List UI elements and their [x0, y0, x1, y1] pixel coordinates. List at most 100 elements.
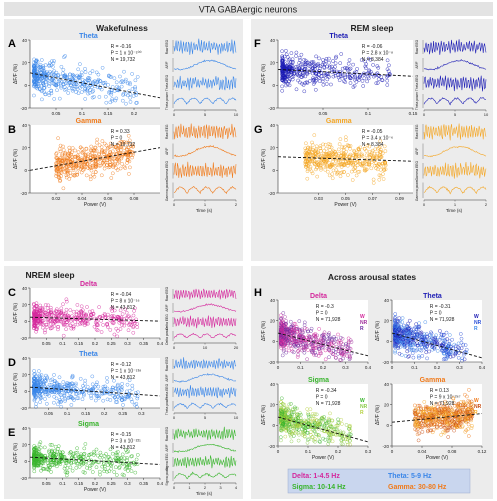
scatter-point: [316, 433, 321, 438]
scatter-point: [135, 396, 140, 401]
scatter-point: [301, 342, 305, 347]
scatter-point: [112, 332, 117, 337]
scatter-point: [453, 352, 458, 357]
scatter-point: [47, 319, 52, 323]
scatter-point: [307, 159, 312, 163]
scatter-point: [63, 312, 68, 316]
trace-line: [173, 75, 237, 91]
trace-line: [173, 385, 237, 399]
x-tick-label: 0.25: [107, 341, 116, 346]
scatter-point: [102, 166, 107, 171]
scatter-point: [100, 139, 105, 143]
scatter-point: [85, 384, 90, 389]
scatter-point: [65, 320, 69, 324]
scatter-point: [127, 159, 132, 164]
scatter-points: [32, 440, 140, 478]
scatter-point: [416, 354, 421, 359]
scatter-point: [350, 178, 355, 182]
scatter-point: [348, 81, 353, 85]
scatter-point: [98, 157, 102, 161]
scatter-point: [306, 151, 311, 156]
scatter-point: [305, 169, 310, 174]
scatter-point: [288, 319, 293, 324]
scatter-point: [120, 320, 125, 325]
scatter-point: [406, 326, 411, 331]
scatter-point: [46, 319, 51, 324]
scatter-point: [95, 323, 99, 328]
panel-letter-F: F: [254, 38, 261, 50]
scatter-point: [43, 310, 47, 315]
scatter-point: [379, 75, 384, 79]
scatter-point: [71, 168, 76, 172]
scatter-point: [310, 143, 315, 147]
scatter-point: [63, 470, 68, 474]
scatter-point: [279, 321, 283, 326]
scatter-point: [290, 412, 294, 417]
y-tick-label: -20: [268, 191, 275, 196]
scatter-point: [42, 90, 47, 95]
scatter-point: [283, 67, 288, 72]
scatter-point: [124, 77, 128, 82]
scatter-point: [344, 342, 348, 346]
scatter-point: [62, 158, 67, 163]
band-title: Delta: [310, 293, 327, 300]
scatter-point: [315, 165, 319, 169]
stat-line: R = -0.04: [111, 292, 132, 298]
scatter-point: [334, 152, 339, 157]
trace-line: [423, 145, 487, 158]
scatter-point: [85, 305, 89, 309]
scatter-point: [75, 87, 80, 91]
scatter-point: [448, 354, 453, 359]
scatter-point: [134, 317, 138, 322]
scatter-point: [318, 64, 323, 69]
scatter-point: [47, 393, 52, 398]
scatter-point: [47, 93, 52, 97]
scatter-point: [347, 58, 352, 62]
scatter-point: [327, 173, 332, 178]
scatter-point: [292, 327, 296, 332]
scatter-point: [345, 72, 350, 77]
scatter-point: [61, 67, 66, 72]
scatter-point: [343, 437, 348, 441]
y-axis-label: ΔF/F (%): [261, 321, 267, 341]
scatter-point: [39, 468, 43, 473]
scatter-point: [97, 460, 101, 465]
x-tick-label: 0.06: [104, 196, 113, 201]
scatter-point: [300, 330, 305, 335]
scatter-point: [393, 323, 398, 328]
scatter-point: [280, 84, 284, 89]
figure-title: VTA GABAergic neurons: [199, 5, 298, 15]
scatter-point: [82, 446, 87, 451]
scatter-point: [322, 415, 326, 419]
scatter-point: [84, 312, 89, 317]
scatter-point: [319, 166, 324, 170]
trace-line: [423, 161, 487, 179]
scatter-point: [308, 419, 313, 423]
scatter-point: [63, 74, 67, 78]
scatter-point: [97, 163, 102, 168]
scatter-point: [387, 63, 391, 68]
scatter-point: [309, 60, 314, 64]
scatter-point: [131, 330, 136, 335]
scatter-point: [68, 72, 72, 77]
scatter-point: [280, 68, 284, 73]
scatter-point: [429, 334, 434, 339]
scatter-point: [312, 80, 317, 85]
scatter-point: [95, 137, 100, 142]
scatter-point: [321, 436, 325, 441]
scatter-point: [327, 60, 331, 65]
scatter-point: [49, 322, 53, 327]
scatter-point: [312, 77, 316, 82]
scatter-point: [32, 397, 37, 401]
scatter-points: [32, 369, 140, 409]
scatter-point: [285, 73, 290, 78]
scatter-point: [39, 320, 43, 324]
scatter-point: [346, 173, 350, 177]
scatter-point: [66, 389, 71, 394]
scatter-point: [82, 311, 86, 316]
y-tick-label: 40: [384, 298, 390, 303]
scatter-point: [437, 401, 442, 406]
scatter-point: [52, 458, 57, 463]
scatter-point: [37, 73, 42, 78]
